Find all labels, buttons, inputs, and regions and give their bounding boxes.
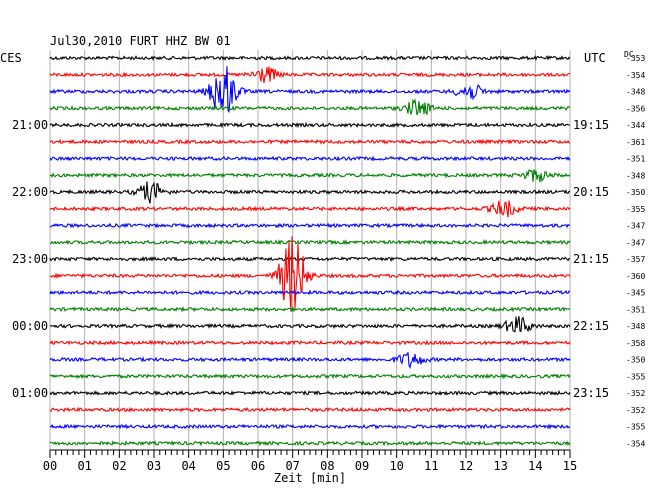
dc-offset-row-7: -351 [626, 155, 645, 164]
trace-row-13 [49, 255, 570, 263]
trace-row-19 [49, 352, 571, 370]
dc-offset-row-20: -355 [626, 372, 645, 381]
dc-offset-row-23: -355 [626, 423, 645, 432]
local-time-0100: 01:00 [12, 386, 48, 400]
utc-time-2115: 21:15 [573, 252, 609, 266]
local-time-2100: 21:00 [12, 118, 48, 132]
local-time-2300: 23:00 [12, 252, 48, 266]
trace-row-6 [49, 138, 571, 145]
trace-row-4 [49, 98, 571, 116]
x-tick-label-02: 02 [112, 459, 126, 473]
dc-offset-row-5: -344 [626, 121, 645, 130]
trace-row-7 [49, 155, 571, 162]
x-tick-label-09: 09 [355, 459, 369, 473]
trace-row-3 [49, 66, 571, 113]
x-tick-label-03: 03 [147, 459, 161, 473]
utc-time-2015: 20:15 [573, 185, 609, 199]
trace-row-9 [49, 181, 571, 204]
trace-row-21 [49, 389, 571, 396]
dc-label: DC [624, 50, 634, 59]
dc-offset-row-14: -360 [626, 272, 645, 281]
utc-time-1915: 19:15 [573, 118, 609, 132]
trace-row-24 [49, 440, 571, 447]
dc-offset-row-13: -357 [626, 255, 645, 264]
dc-offset-row-19: -350 [626, 356, 645, 365]
x-tick-label-01: 01 [77, 459, 91, 473]
x-tick-label-13: 13 [493, 459, 507, 473]
x-tick-label-12: 12 [459, 459, 473, 473]
dc-offset-row-17: -348 [626, 322, 645, 331]
dc-offset-row-16: -351 [626, 305, 645, 314]
x-axis: 00 01 02 03 04 05 06 07 08 09 10 11 12 13 14 15 [43, 449, 577, 473]
dc-offset-row-10: -355 [626, 205, 645, 214]
x-tick-label-14: 14 [528, 459, 542, 473]
dc-offset-row-12: -347 [626, 238, 645, 247]
dc-offset-row-4: -356 [626, 104, 645, 113]
dc-offset-row-3: -348 [626, 88, 645, 97]
trace-row-20 [49, 373, 571, 380]
trace-row-18 [49, 339, 571, 346]
x-tick-label-00: 00 [43, 459, 57, 473]
utc-time-2215: 22:15 [573, 319, 609, 333]
x-axis-label: Zeit [min] [274, 471, 346, 485]
trace-group: -353 -354 -348 -356 -344 -361 -351 -348 -350 -355… [49, 54, 645, 448]
x-tick-label-06: 06 [251, 459, 265, 473]
dc-offset-row-6: -361 [626, 138, 645, 147]
x-tick-label-07: 07 [285, 459, 299, 473]
dc-offset-row-21: -352 [626, 389, 645, 398]
trace-row-15 [49, 289, 571, 296]
trace-row-14 [49, 236, 571, 312]
utc-label: UTC [584, 51, 606, 65]
trace-row-12 [49, 239, 571, 246]
trace-row-11 [50, 222, 571, 229]
x-tick-label-08: 08 [320, 459, 334, 473]
trace-row-17 [49, 316, 571, 333]
dc-offset-row-9: -350 [626, 188, 645, 197]
trace-row-2 [49, 66, 571, 84]
trace-row-8 [49, 169, 571, 183]
x-tick-label-11: 11 [424, 459, 438, 473]
trace-row-10 [49, 200, 571, 218]
dc-offset-row-18: -358 [626, 339, 645, 348]
dc-offset-row-1: -353 [626, 54, 645, 63]
dc-offset-row-11: -347 [626, 222, 645, 231]
trace-row-22 [49, 406, 571, 413]
grid-lines [49, 50, 571, 450]
x-tick-label-04: 04 [181, 459, 195, 473]
x-tick-label-10: 10 [389, 459, 403, 473]
dc-offset-row-24: -354 [626, 439, 645, 448]
x-tick-label-15: 15 [563, 459, 577, 473]
dc-offset-row-15: -345 [626, 289, 645, 298]
x-tick-label-05: 05 [216, 459, 230, 473]
dc-offset-row-2: -354 [626, 71, 645, 80]
local-time-label: CES [0, 51, 22, 65]
trace-row-23 [49, 423, 571, 430]
time-labels: 21:00 22:00 23:00 00:00 01:00 19:15 20:15 21:15… [12, 118, 609, 400]
trace-row-1 [49, 55, 571, 61]
local-time-2200: 22:00 [12, 185, 48, 199]
trace-row-16 [49, 305, 571, 313]
dc-offset-row-8: -348 [626, 171, 645, 180]
dc-offset-row-22: -352 [626, 406, 645, 415]
utc-time-2315: 23:15 [573, 386, 609, 400]
local-time-0000: 00:00 [12, 319, 48, 333]
trace-row-5 [49, 121, 571, 129]
chart-title: Jul30,2010 FURT HHZ BW 01 [50, 34, 231, 48]
